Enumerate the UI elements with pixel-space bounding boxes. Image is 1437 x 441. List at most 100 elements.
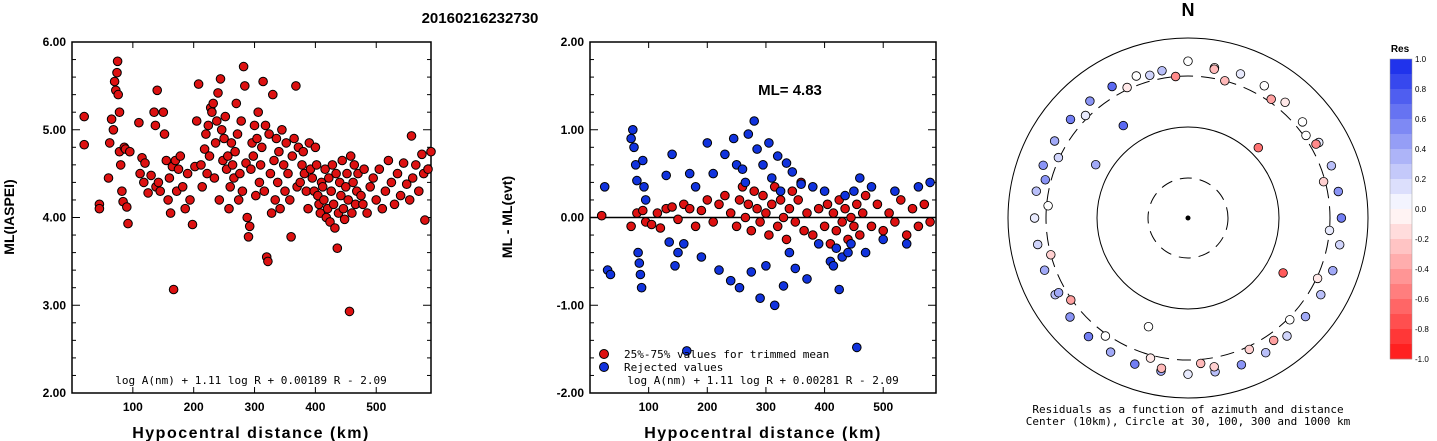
- magnitude-data-point: [253, 107, 264, 117]
- azimuth-data-point: [1220, 76, 1230, 86]
- azimuth-data-point: [1328, 266, 1338, 276]
- magnitude-data-point: [230, 146, 240, 157]
- residual-data-point: [855, 230, 865, 240]
- polar-ring-100km: [1096, 126, 1280, 310]
- magnitude-data-point: [269, 155, 279, 166]
- magnitude-data-point: [297, 160, 307, 170]
- residual-data-point: [775, 186, 786, 196]
- magnitude-ytick-label: 2.00: [43, 386, 67, 400]
- azimuth-data-point: [1324, 225, 1335, 236]
- magnitude-data-point: [79, 111, 89, 122]
- azimuth-data-point: [1334, 240, 1345, 250]
- residual-data-point: [872, 199, 883, 210]
- residual-ytick-label: 1.00: [561, 123, 585, 137]
- magnitude-data-point: [337, 155, 348, 166]
- colorbar-cell: [1390, 179, 1412, 195]
- magnitude-data-point: [123, 218, 133, 229]
- residual-data-point: [781, 234, 792, 245]
- magnitude-data-point: [168, 284, 179, 295]
- residual-data-point: [778, 212, 789, 223]
- residual-data-point: [819, 221, 830, 232]
- colorbar-cell: [1390, 269, 1412, 285]
- residual-data-point: [755, 293, 765, 304]
- north-label: N: [1182, 0, 1195, 20]
- residual-data-point: [843, 247, 853, 258]
- magnitude-data-point: [260, 120, 271, 131]
- residual-data-point: [866, 182, 877, 192]
- azimuth-data-point: [1301, 130, 1311, 141]
- residual-data-point: [720, 190, 730, 201]
- residual-data-point: [599, 182, 610, 192]
- magnitude-data-point: [356, 190, 366, 201]
- residual-data-point: [731, 221, 742, 232]
- panel-azimuth-points: [1029, 56, 1347, 379]
- azimuth-data-point: [1038, 160, 1048, 171]
- panel-magnitude-points: [79, 56, 436, 317]
- magnitude-data-point: [140, 158, 150, 168]
- residual-data-point: [907, 203, 918, 214]
- magnitude-data-point: [286, 232, 296, 242]
- magnitude-data-point: [241, 158, 251, 168]
- magnitude-data-point: [310, 142, 321, 153]
- magnitude-data-point: [139, 177, 149, 188]
- magnitude-data-point: [259, 186, 270, 196]
- magnitude-data-point: [242, 212, 252, 223]
- residual-ytick-label: 0.00: [561, 211, 585, 225]
- magnitude-data-point: [225, 182, 235, 192]
- residual-data-point: [690, 221, 701, 232]
- magnitude-data-point: [392, 168, 403, 179]
- colorbar-title: Res: [1391, 44, 1410, 55]
- residual-data-point: [925, 177, 935, 188]
- panel-residual-points: [596, 116, 935, 356]
- residual-data-point: [755, 217, 765, 227]
- azimuth-data-point: [1297, 117, 1308, 127]
- azimuth-data-point: [1268, 335, 1279, 346]
- residual-data-point: [787, 186, 798, 196]
- magnitude-data-point: [158, 107, 169, 117]
- colorbar-cell: [1390, 299, 1412, 315]
- magnitude-data-point: [248, 151, 259, 161]
- magnitude-data-point: [226, 138, 237, 148]
- residual-data-point: [630, 160, 641, 170]
- residual-data-point: [696, 205, 707, 216]
- colorbar-cell: [1390, 164, 1412, 180]
- magnitude-data-point: [326, 186, 337, 196]
- magnitude-data-point: [295, 177, 306, 188]
- colorbar: Res 1.0 0.8 0.6 0.4 0.2 0.0 -0.2 -0.4 -0.6 -0.8 -1…: [1389, 44, 1429, 364]
- magnitude-xtick-label: 500: [366, 400, 386, 414]
- azimuth-data-point: [1031, 186, 1042, 196]
- magnitude-data-point: [368, 173, 379, 183]
- azimuth-data-point: [1333, 186, 1344, 197]
- magnitude-data-point: [274, 146, 284, 157]
- residual-data-point: [913, 221, 924, 232]
- residual-data-point: [764, 138, 774, 148]
- magnitude-ytick-label: 3.00: [43, 298, 67, 312]
- colorbar-tick-label: -0.6: [1415, 295, 1429, 304]
- magnitude-data-point: [371, 195, 382, 205]
- magnitude-data-point: [303, 203, 313, 214]
- magnitude-data-point: [163, 195, 173, 205]
- azimuth-data-point: [1170, 71, 1181, 82]
- magnitude-data-point: [285, 195, 295, 205]
- colorbar-cell: [1390, 344, 1412, 360]
- magnitude-data-point: [320, 164, 330, 174]
- azimuth-data-point: [1065, 114, 1076, 125]
- magnitude-data-point: [328, 199, 339, 210]
- residual-data-point: [632, 175, 642, 186]
- polar-caption-line1: Residuals as a function of azimuth and d…: [1032, 403, 1343, 416]
- magnitude-data-point: [365, 182, 376, 192]
- residual-data-point: [831, 225, 842, 236]
- residual-data-point: [708, 217, 719, 227]
- residual-data-point: [714, 199, 724, 210]
- residual-data-point: [901, 230, 912, 240]
- magnitude-data-point: [219, 133, 229, 144]
- residual-data-point: [635, 269, 646, 280]
- residual-data-point: [702, 138, 713, 148]
- magnitude-data-point: [187, 219, 198, 230]
- legend-label-rejected: Rejected values: [624, 361, 723, 374]
- magnitude-data-point: [358, 199, 368, 210]
- azimuth-data-point: [1029, 213, 1040, 223]
- residual-data-point: [728, 133, 739, 144]
- azimuth-data-point: [1312, 273, 1323, 284]
